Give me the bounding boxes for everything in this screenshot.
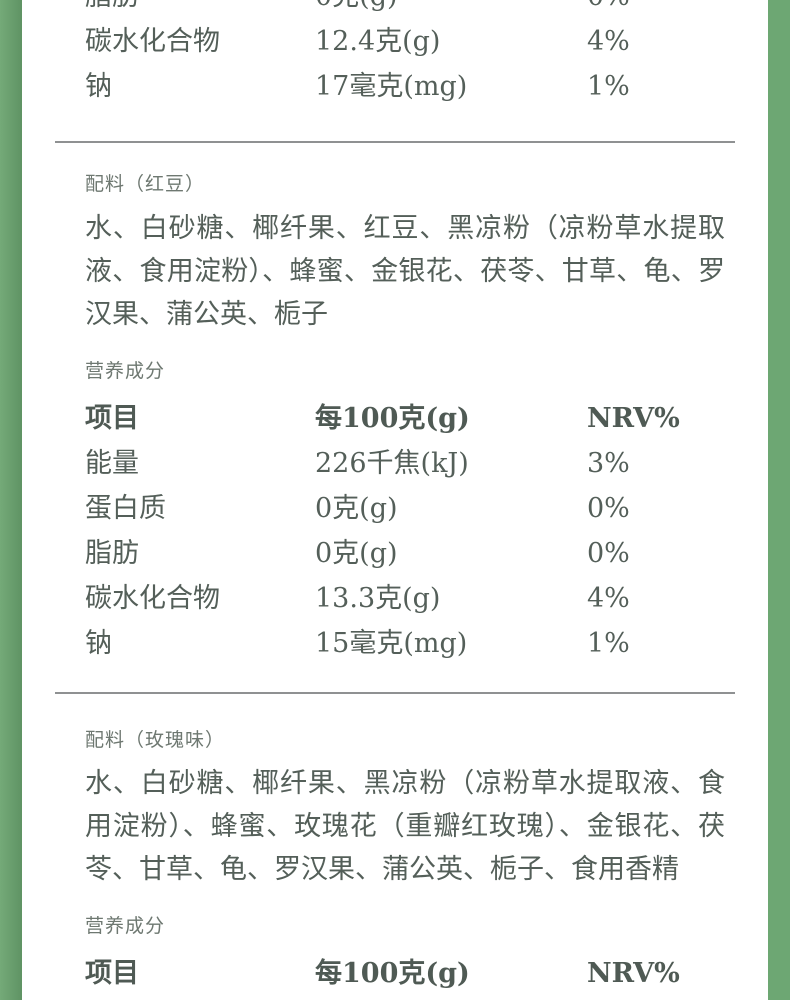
table-row: 碳水化合物 13.3克(g) 4%	[0, 576, 790, 621]
nutrient-nrv: 3%	[587, 448, 630, 479]
nutrient-name: 脂肪	[85, 538, 139, 569]
table-header-row: 项目 每100克(g) NRV%	[0, 396, 790, 441]
col-header-nrv: NRV%	[587, 958, 680, 989]
section-divider	[55, 141, 735, 143]
nutrition-table-top-partial: 脂肪 0克(g) 0% 碳水化合物 12.4克(g) 4% 钠 17毫克(mg)…	[0, 0, 790, 109]
table-row: 钠 17毫克(mg) 1%	[0, 64, 790, 109]
nutrient-nrv: 0%	[587, 538, 630, 569]
table-row: 碳水化合物 12.4克(g) 4%	[0, 19, 790, 64]
nutrient-amount: 0克(g)	[315, 538, 398, 569]
table-row: 钠 15毫克(mg) 1%	[0, 621, 790, 666]
nutrient-name: 碳水化合物	[85, 26, 220, 57]
left-green-border	[0, 0, 22, 1000]
nutrient-amount: 15毫克(mg)	[315, 628, 468, 659]
ingredients-text-redbean: 水、白砂糖、椰纤果、红豆、黑凉粉（凉粉草水提取液、食用淀粉）、蜂蜜、金银花、茯苓…	[85, 213, 725, 330]
col-header-per100g: 每100克(g)	[315, 403, 470, 434]
ingredients-label-rose: 配料（玫瑰味）	[85, 729, 226, 751]
nutrition-label-redbean: 营养成分	[85, 360, 166, 382]
nutrient-name: 能量	[85, 448, 139, 479]
nutrient-nrv: 4%	[587, 26, 630, 57]
section-divider	[55, 692, 735, 694]
right-green-border	[768, 0, 790, 1000]
nutrient-amount: 12.4克(g)	[315, 26, 441, 57]
nutrient-nrv: 4%	[587, 583, 630, 614]
nutrition-table-rose-partial: 项目 每100克(g) NRV%	[0, 951, 790, 996]
nutrient-name: 碳水化合物	[85, 583, 220, 614]
table-row: 脂肪 0克(g) 0%	[0, 531, 790, 576]
table-header-row: 项目 每100克(g) NRV%	[0, 951, 790, 996]
nutrition-label-rose: 营养成分	[85, 915, 166, 937]
ingredients-label-redbean: 配料（红豆）	[85, 173, 206, 195]
col-header-item: 项目	[85, 403, 139, 434]
nutrient-name: 蛋白质	[85, 493, 166, 524]
nutrient-amount: 13.3克(g)	[315, 583, 441, 614]
nutrient-amount: 226千焦(kJ)	[315, 448, 469, 479]
nutrient-amount: 17毫克(mg)	[315, 71, 468, 102]
col-header-per100g: 每100克(g)	[315, 958, 470, 989]
table-row: 能量 226千焦(kJ) 3%	[0, 441, 790, 486]
nutrient-name: 钠	[85, 71, 112, 102]
nutrient-amount: 0克(g)	[315, 0, 398, 19]
nutrient-nrv: 1%	[587, 71, 630, 102]
nutrient-name: 脂肪	[85, 0, 139, 19]
nutrient-name: 钠	[85, 628, 112, 659]
col-header-nrv: NRV%	[587, 403, 680, 434]
table-row: 脂肪 0克(g) 0%	[0, 0, 790, 19]
nutrition-table-redbean: 项目 每100克(g) NRV% 能量 226千焦(kJ) 3% 蛋白质 0克(…	[0, 396, 790, 666]
nutrient-nrv: 1%	[587, 628, 630, 659]
table-row: 蛋白质 0克(g) 0%	[0, 486, 790, 531]
nutrient-nrv: 0%	[587, 0, 630, 19]
col-header-item: 项目	[85, 958, 139, 989]
ingredients-text-rose: 水、白砂糖、椰纤果、黑凉粉（凉粉草水提取液、食用淀粉）、蜂蜜、玫瑰花（重瓣红玫瑰…	[85, 768, 725, 885]
nutrient-amount: 0克(g)	[315, 493, 398, 524]
nutrient-nrv: 0%	[587, 493, 630, 524]
